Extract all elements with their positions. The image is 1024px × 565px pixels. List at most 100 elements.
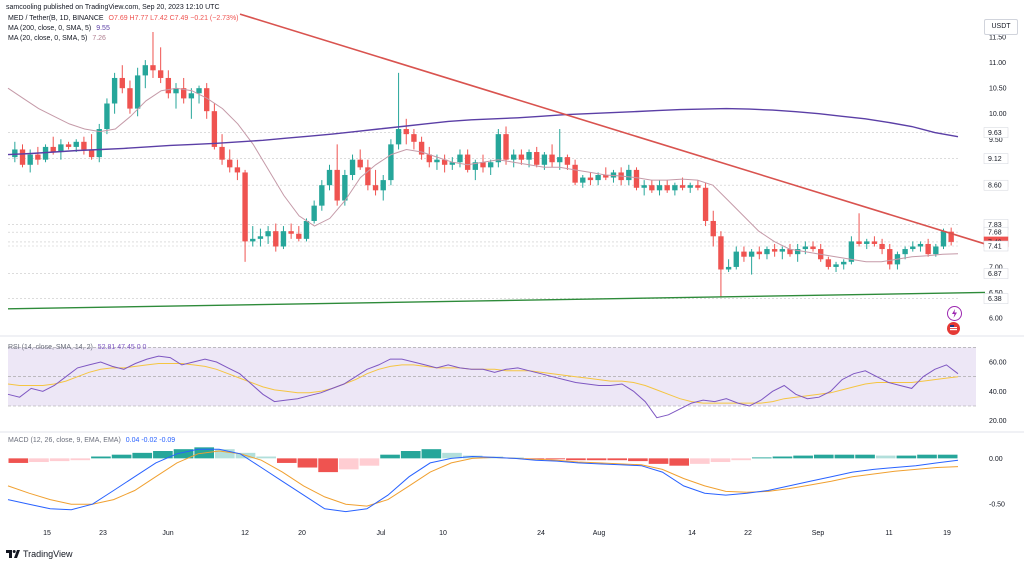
candle-body[interactable] xyxy=(65,144,72,147)
candle-body[interactable] xyxy=(441,159,448,165)
candle-body[interactable] xyxy=(610,172,617,178)
ma20-label[interactable]: MA (20, close, 0, SMA, 5) xyxy=(8,35,88,42)
candle-body[interactable] xyxy=(948,231,954,242)
candle-body[interactable] xyxy=(35,154,41,160)
ma200-label[interactable]: MA (200, close, 0, SMA, 5) xyxy=(8,25,92,32)
candle-body[interactable] xyxy=(534,152,540,165)
candle-body[interactable] xyxy=(695,185,701,188)
candle-body[interactable] xyxy=(718,236,724,270)
candle-body[interactable] xyxy=(273,231,279,247)
candle-body[interactable] xyxy=(173,88,179,94)
candle-body[interactable] xyxy=(595,175,601,181)
candle-body[interactable] xyxy=(403,129,409,135)
candle-body[interactable] xyxy=(365,167,371,186)
candle-body[interactable] xyxy=(188,93,195,99)
candle-body[interactable] xyxy=(27,154,33,165)
candle-body[interactable] xyxy=(434,159,440,163)
candle-body[interactable] xyxy=(96,129,102,158)
candle-body[interactable] xyxy=(603,175,609,178)
candle-body[interactable] xyxy=(495,134,502,163)
support-line[interactable] xyxy=(7,291,986,310)
candle-body[interactable] xyxy=(127,88,133,109)
candle-body[interactable] xyxy=(204,88,210,112)
candle-body[interactable] xyxy=(940,231,947,247)
candle-body[interactable] xyxy=(196,88,202,94)
candle-body[interactable] xyxy=(464,154,471,170)
candle-body[interactable] xyxy=(311,205,317,221)
candle-body[interactable] xyxy=(702,187,709,221)
candle-body[interactable] xyxy=(672,185,678,191)
candle-body[interactable] xyxy=(879,243,885,250)
candle-body[interactable] xyxy=(518,154,525,160)
candle-body[interactable] xyxy=(511,154,517,160)
candle-body[interactable] xyxy=(902,249,908,255)
candle-body[interactable] xyxy=(633,169,640,188)
candle-body[interactable] xyxy=(165,77,172,94)
candle-body[interactable] xyxy=(910,246,916,250)
candle-body[interactable] xyxy=(587,177,594,181)
candle-body[interactable] xyxy=(219,146,225,160)
candle-body[interactable] xyxy=(326,169,333,186)
candle-body[interactable] xyxy=(73,141,79,147)
candle-body[interactable] xyxy=(917,243,924,247)
candle-body[interactable] xyxy=(449,162,455,165)
candle-body[interactable] xyxy=(541,154,548,165)
candle-body[interactable] xyxy=(472,162,479,170)
candle-body[interactable] xyxy=(710,220,716,237)
candle-body[interactable] xyxy=(257,236,264,239)
candle-body[interactable] xyxy=(303,220,310,239)
candle-body[interactable] xyxy=(933,246,939,255)
candle-body[interactable] xyxy=(856,241,862,244)
candle-body[interactable] xyxy=(142,65,148,76)
candle-body[interactable] xyxy=(349,159,356,175)
candle-body[interactable] xyxy=(227,159,233,168)
candle-body[interactable] xyxy=(779,249,786,252)
candle-body[interactable] xyxy=(864,241,870,244)
candle-body[interactable] xyxy=(296,233,302,239)
candle-body[interactable] xyxy=(250,238,256,242)
candle-body[interactable] xyxy=(150,65,156,71)
candle-body[interactable] xyxy=(395,129,402,145)
macd-label[interactable]: MACD (12, 26, close, 9, EMA, EMA) xyxy=(8,437,121,444)
candle-body[interactable] xyxy=(572,164,578,183)
candle-body[interactable] xyxy=(887,249,893,265)
candle-body[interactable] xyxy=(480,162,486,168)
candle-body[interactable] xyxy=(825,259,832,267)
candle-body[interactable] xyxy=(265,231,271,237)
candle-body[interactable] xyxy=(741,251,747,257)
symbol-name[interactable]: MED / Tether(B, 1D, BINANCE xyxy=(8,15,104,22)
candle-body[interactable] xyxy=(180,88,187,99)
candle-body[interactable] xyxy=(626,169,632,181)
candle-body[interactable] xyxy=(411,134,417,142)
candle-body[interactable] xyxy=(104,103,110,130)
candle-body[interactable] xyxy=(426,154,432,163)
candle-body[interactable] xyxy=(871,241,878,244)
candle-body[interactable] xyxy=(119,77,125,89)
candle-body[interactable] xyxy=(802,246,809,250)
candle-body[interactable] xyxy=(810,246,816,250)
currency-button[interactable]: USDT xyxy=(984,19,1018,35)
candle-body[interactable] xyxy=(833,264,839,267)
candle-body[interactable] xyxy=(342,175,348,201)
candle-body[interactable] xyxy=(134,75,141,109)
tradingview-brand[interactable]: TradingView xyxy=(6,549,73,559)
candle-body[interactable] xyxy=(526,152,532,160)
candle-body[interactable] xyxy=(794,249,801,255)
candle-body[interactable] xyxy=(557,157,563,163)
candle-body[interactable] xyxy=(848,241,855,262)
candle-body[interactable] xyxy=(319,185,325,206)
candle-body[interactable] xyxy=(733,251,739,267)
candle-body[interactable] xyxy=(111,77,118,104)
candle-body[interactable] xyxy=(357,159,363,168)
rsi-label[interactable]: RSI (14, close, SMA, 14, 2) xyxy=(8,344,93,351)
flag-icon[interactable] xyxy=(947,322,960,335)
candle-body[interactable] xyxy=(841,261,847,265)
candle-body[interactable] xyxy=(664,185,670,191)
candle-body[interactable] xyxy=(564,157,571,165)
candle-body[interactable] xyxy=(388,144,394,181)
candle-body[interactable] xyxy=(457,154,463,163)
candle-body[interactable] xyxy=(725,266,732,270)
candle-body[interactable] xyxy=(687,185,693,188)
candle-body[interactable] xyxy=(380,180,386,191)
